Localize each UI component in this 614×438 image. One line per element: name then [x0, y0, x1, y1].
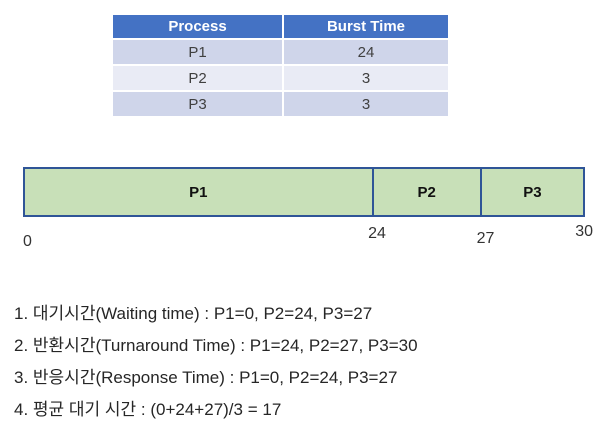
gantt-segment-p1: P1: [189, 183, 208, 201]
notes: 1. 대기시간(Waiting time) : P1=0, P2=24, P3=…: [14, 298, 594, 426]
table-cell-p1-burst: 24: [284, 40, 448, 64]
note-average-waiting: 4. 평균 대기 시간 : (0+24+27)/3 = 17: [14, 400, 282, 419]
table-cell-p2-burst: 3: [284, 66, 448, 90]
note-turnaround-time: 2. 반환시간(Turnaround Time) : P1=24, P2=27,…: [14, 336, 418, 355]
gantt-bar: P1 P2 P3: [23, 167, 585, 217]
gantt-segment-p2: P2: [371, 169, 480, 215]
table-cell-p3-name: P3: [113, 92, 282, 116]
process-table: Process Burst Time P1 24 P2 3 P3 3: [113, 15, 448, 116]
gantt-chart: P1 P2 P3 0 24 27 30: [23, 167, 593, 257]
table-header-burst-time: Burst Time: [284, 15, 448, 38]
gantt-tick-24: 24: [368, 225, 386, 242]
gantt-tick-0: 0: [23, 233, 32, 250]
gantt-segment-p3: P3: [479, 169, 583, 215]
table-cell-p1-name: P1: [113, 40, 282, 64]
gantt-tick-30: 30: [575, 223, 594, 240]
note-waiting-time: 1. 대기시간(Waiting time) : P1=0, P2=24, P3=…: [14, 304, 373, 323]
table-cell-p2-name: P2: [113, 66, 282, 90]
table-cell-p3-burst: 3: [284, 92, 448, 116]
table-header-process: Process: [113, 15, 282, 38]
note-response-time: 3. 반응시간(Response Time) : P1=0, P2=24, P3…: [14, 368, 398, 387]
gantt-tick-27: 27: [476, 230, 495, 247]
